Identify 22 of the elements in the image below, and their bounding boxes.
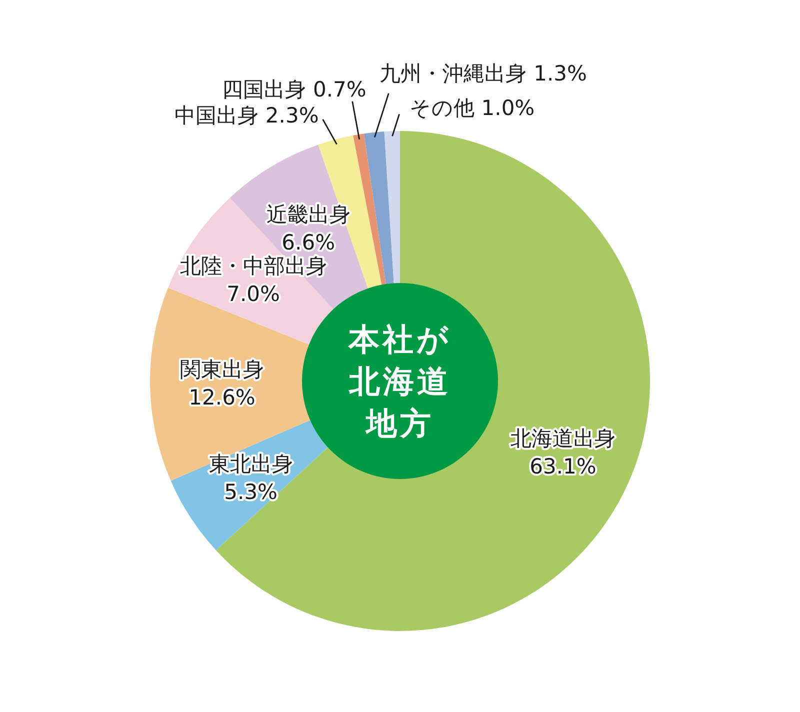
data-label: 2.3%	[265, 103, 319, 128]
slice-label: 北海道出身	[510, 426, 616, 451]
slice-label: 近畿出身	[266, 202, 350, 226]
data-label: 6.6%	[282, 230, 336, 254]
slice-label: その他	[409, 96, 474, 120]
slice-label: 中国出身	[174, 103, 258, 128]
slice-label: 九州・沖縄出身	[380, 61, 527, 86]
donut-slice	[364, 131, 394, 286]
data-label: 63.1%	[530, 454, 596, 479]
data-label: 0.7%	[312, 77, 366, 102]
data-label: 12.6%	[188, 386, 256, 410]
donut-slice	[353, 134, 386, 286]
text: 本社が北海道地方	[348, 322, 452, 442]
slice-label: 四国出身	[222, 77, 306, 102]
donut-slice	[384, 131, 400, 284]
slice-label: 東北出身	[208, 452, 293, 476]
data-label: 7.0%	[226, 282, 280, 306]
data-label: 1.0%	[481, 96, 535, 120]
slice-label: 北陸・中部出身	[180, 254, 327, 278]
data-label: 5.3%	[224, 480, 278, 504]
data-label: 1.3%	[534, 61, 587, 86]
slice-label: 関東出身	[180, 358, 264, 382]
